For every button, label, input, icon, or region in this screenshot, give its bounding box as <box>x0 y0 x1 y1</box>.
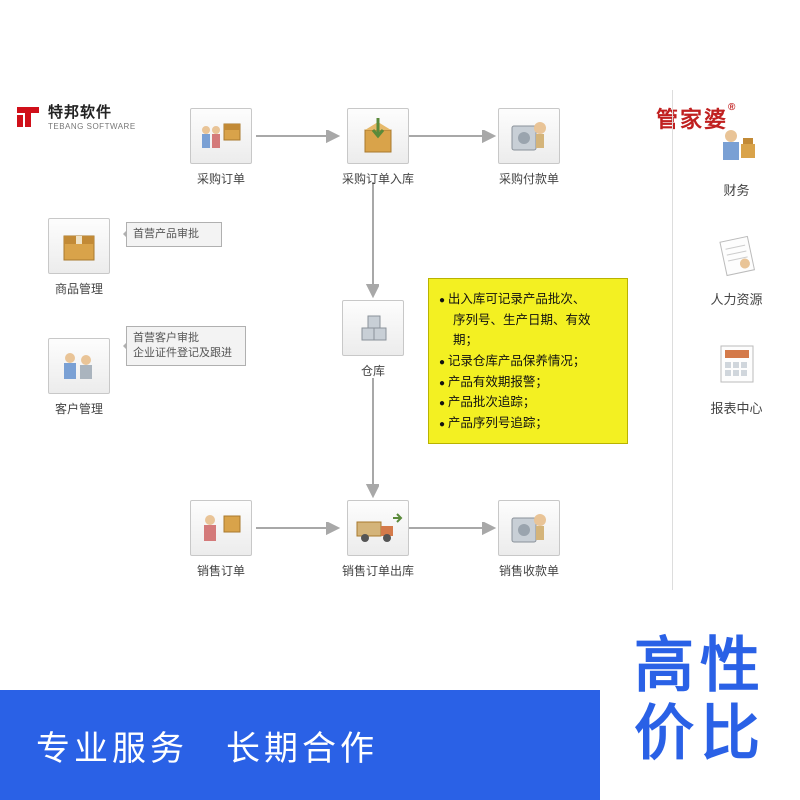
module-hr: 人力资源 <box>673 227 800 308</box>
callout-text: 企业证件登记及跟进 <box>133 347 232 359</box>
node-label: 仓库 <box>342 362 404 379</box>
warehouse-icon <box>342 300 404 356</box>
product-box-icon <box>48 218 110 274</box>
module-report: 报表中心 <box>673 336 800 417</box>
node-purchase-in: 采购订单入库 <box>342 108 414 187</box>
node-label: 商品管理 <box>48 280 110 297</box>
callout-product-approval: 首营产品审批 <box>126 222 222 247</box>
node-sales-receipt: 销售收款单 <box>498 500 560 579</box>
node-purchase-order: 采购订单 <box>190 108 252 187</box>
sticky-item: 产品序列号追踪； <box>439 413 615 434</box>
safe-pay-icon <box>498 108 560 164</box>
sticky-item: 产品有效期报警； <box>439 372 615 393</box>
callout-text: 首营产品审批 <box>133 228 199 240</box>
truck-out-icon <box>347 500 409 556</box>
module-label: 报表中心 <box>673 398 800 417</box>
callout-text: 首营客户审批 <box>133 332 199 344</box>
node-label: 销售订单 <box>190 562 252 579</box>
customer-icon <box>48 338 110 394</box>
right-module-panel: 财务 人力资源 报表中心 <box>672 90 800 590</box>
warehouse-sticky-note: 出入库可记录产品批次、 序列号、生产日期、有效期； 记录仓库产品保养情况； 产品… <box>428 278 628 444</box>
banner-badge: 高性 价比 <box>600 600 800 800</box>
module-label: 人力资源 <box>673 289 800 308</box>
hr-icon <box>708 227 766 283</box>
sticky-item: 出入库可记录产品批次、 <box>439 289 615 310</box>
report-icon <box>708 336 766 392</box>
node-label: 客户管理 <box>48 400 110 417</box>
module-label: 财务 <box>673 180 800 199</box>
banner-text: 专业服务 长期合作 <box>36 721 378 770</box>
node-product-mgmt: 商品管理 <box>48 218 110 297</box>
badge-line2: 价比 <box>634 704 766 764</box>
node-label: 采购订单 <box>190 170 252 187</box>
node-purchase-pay: 采购付款单 <box>498 108 560 187</box>
safe-receipt-icon <box>498 500 560 556</box>
sales-order-icon <box>190 500 252 556</box>
node-label: 销售订单出库 <box>342 562 414 579</box>
node-sales-out: 销售订单出库 <box>342 500 414 579</box>
sticky-item: 产品批次追踪； <box>439 392 615 413</box>
node-label: 采购订单入库 <box>342 170 414 187</box>
finance-icon <box>708 118 766 174</box>
sticky-item: 序列号、生产日期、有效期； <box>439 310 615 351</box>
box-in-icon <box>347 108 409 164</box>
node-customer-mgmt: 客户管理 <box>48 338 110 417</box>
badge-line1: 高性 <box>634 636 766 696</box>
module-finance: 财务 <box>673 118 800 199</box>
node-label: 采购付款单 <box>498 170 560 187</box>
purchase-order-icon <box>190 108 252 164</box>
callout-customer-approval: 首营客户审批 企业证件登记及跟进 <box>126 326 246 366</box>
node-sales-order: 销售订单 <box>190 500 252 579</box>
node-label: 销售收款单 <box>498 562 560 579</box>
node-warehouse: 仓库 <box>342 300 404 379</box>
sticky-item: 记录仓库产品保养情况； <box>439 351 615 372</box>
